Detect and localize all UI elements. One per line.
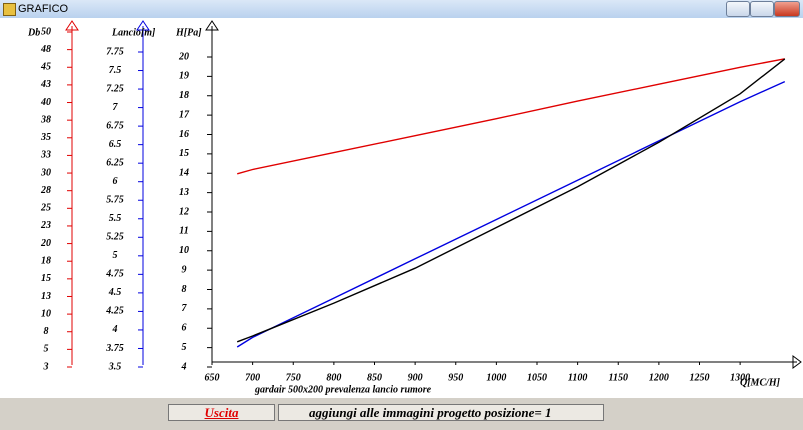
y-tick-label: 10: [179, 245, 189, 256]
y-tick-label: 8: [44, 326, 49, 337]
x-axis-title: Q[MC/H]: [740, 377, 781, 388]
y-tick-label: 5.5: [109, 213, 122, 224]
minimize-button[interactable]: [726, 1, 750, 17]
x-tick-label: 1150: [609, 372, 628, 383]
y-tick-label: 10: [41, 308, 51, 319]
y-tick-label: 6: [182, 323, 187, 334]
y-tick-label: 6.25: [106, 157, 124, 168]
x-axis-arrow: [792, 355, 802, 369]
x-tick-label: 750: [286, 372, 301, 383]
y-tick-label: 30: [40, 167, 51, 178]
y-tick-label: 18: [41, 256, 51, 267]
y-tick-label: 6.75: [106, 120, 124, 131]
y-tick-label: 12: [179, 206, 189, 217]
y-tick-label: 5: [44, 344, 49, 355]
y-tick-label: 14: [179, 168, 189, 179]
exit-button[interactable]: Uscita: [168, 404, 275, 421]
x-tick-label: 1250: [690, 372, 710, 383]
y-tick-label: 7.25: [106, 83, 124, 94]
x-tick-label: 1000: [486, 372, 506, 383]
y-tick-label: 7.75: [106, 46, 124, 57]
y-tick-label: 11: [179, 226, 188, 237]
y-tick-label: 25: [40, 203, 51, 214]
x-tick-label: 850: [367, 372, 382, 383]
plot-background: [0, 18, 803, 398]
y-tick-label: 7: [182, 303, 188, 314]
y-axis-arrow: [136, 20, 150, 31]
y-tick-label: 3: [43, 361, 49, 372]
y-tick-label: 40: [40, 97, 51, 108]
y-axis-title: Db: [27, 27, 40, 38]
y-tick-label: 33: [40, 150, 51, 161]
x-tick-label: 700: [245, 372, 260, 383]
y-tick-label: 20: [178, 51, 189, 62]
y-tick-label: 4: [112, 324, 118, 335]
y-tick-label: 4.25: [105, 306, 124, 317]
y-tick-label: 4.5: [108, 287, 122, 298]
y-tick-label: 28: [40, 185, 51, 196]
y-tick-label: 50: [41, 26, 51, 37]
subtitle: gardair 500x200 prevalenza lancio rumore: [254, 384, 432, 395]
y-tick-label: 15: [41, 273, 51, 284]
y-tick-label: 20: [40, 238, 51, 249]
y-tick-label: 5: [182, 342, 187, 353]
y-tick-label: 4: [181, 361, 187, 372]
x-tick-label: 1050: [527, 372, 547, 383]
window-title: GRAFICO: [18, 3, 69, 15]
x-tick-label: 1200: [649, 372, 669, 383]
y-tick-label: 6: [113, 176, 118, 187]
y-tick-label: 9: [182, 264, 187, 275]
y-tick-label: 7: [113, 102, 119, 113]
y-axis-title: Lancio[m]: [111, 27, 156, 38]
title-bar: GRAFICO: [0, 0, 803, 18]
y-tick-label: 7.5: [109, 65, 122, 76]
series-line: [236, 58, 786, 343]
series-line: [237, 58, 785, 175]
y-tick-label: 45: [40, 62, 51, 73]
close-button[interactable]: [774, 1, 800, 17]
y-tick-label: 5.25: [106, 232, 124, 243]
y-tick-label: 4.75: [105, 269, 124, 280]
y-axis-title: H[Pa]: [175, 27, 202, 38]
x-tick-label: 1100: [568, 372, 587, 383]
y-tick-label: 16: [179, 129, 189, 140]
y-tick-label: 6.5: [109, 139, 122, 150]
y-tick-label: 38: [40, 114, 51, 125]
y-tick-label: 48: [40, 44, 51, 55]
x-tick-label: 650: [205, 372, 220, 383]
x-tick-label: 900: [408, 372, 423, 383]
y-tick-label: 15: [179, 148, 189, 159]
y-tick-label: 13: [179, 187, 189, 198]
x-tick-label: 1300: [730, 372, 750, 383]
x-tick-label: 800: [326, 372, 341, 383]
y-tick-label: 18: [179, 90, 189, 101]
y-tick-label: 35: [40, 132, 51, 143]
y-tick-label: 43: [40, 79, 51, 90]
y-tick-label: 5: [113, 250, 118, 261]
y-tick-label: 3.75: [105, 343, 124, 354]
y-tick-label: 19: [179, 71, 189, 82]
x-tick-label: 950: [448, 372, 463, 383]
y-tick-label: 13: [41, 291, 51, 302]
window-icon: [3, 3, 16, 16]
y-axis-arrow: [205, 20, 219, 31]
y-tick-label: 17: [179, 109, 190, 120]
add-image-button[interactable]: aggiungi alle immagini progetto posizion…: [278, 404, 604, 421]
y-axis-arrow: [65, 20, 79, 31]
maximize-button[interactable]: [750, 1, 774, 17]
y-tick-label: 8: [182, 284, 187, 295]
y-tick-label: 3.5: [108, 361, 122, 372]
y-tick-label: 5.75: [106, 195, 124, 206]
y-tick-label: 23: [40, 220, 51, 231]
